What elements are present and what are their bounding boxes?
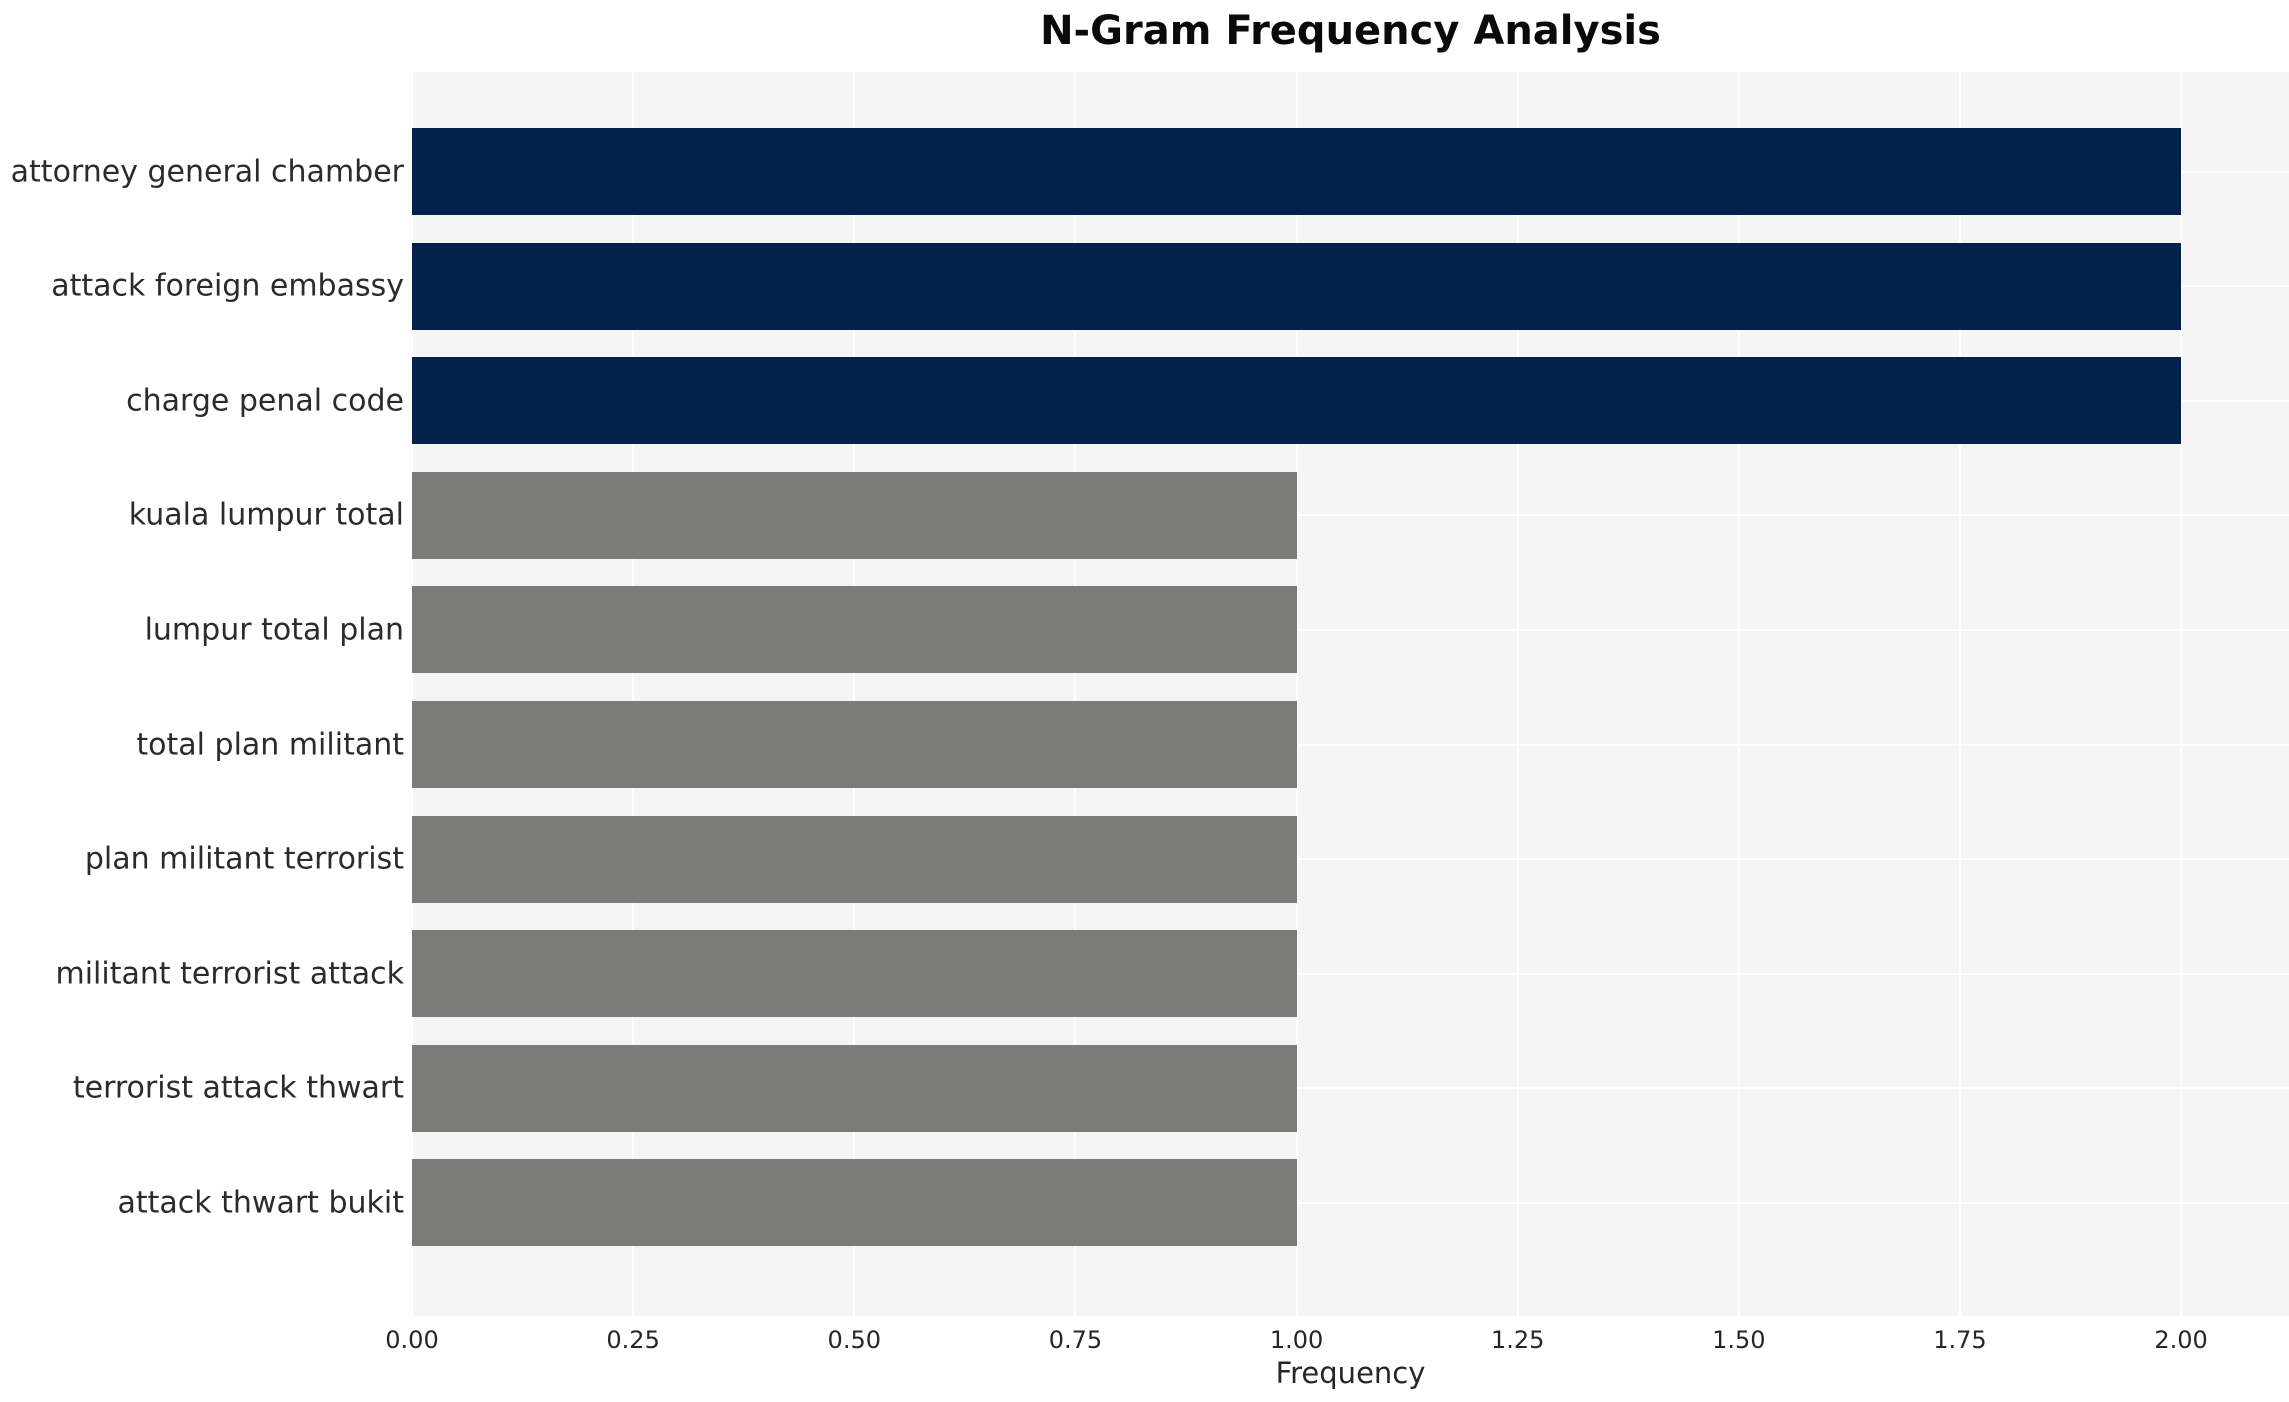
gridline-vertical <box>1295 72 1298 1316</box>
bar-attack-thwart-bukit <box>412 1159 1297 1247</box>
category-label: attack thwart bukit <box>117 1185 404 1221</box>
category-labels: attorney general chamber attack foreign e… <box>0 0 404 1402</box>
x-tick-label: 0.25 <box>606 1326 660 1354</box>
category-label: plan militant terrorist <box>84 841 404 877</box>
gridline-vertical <box>1516 72 1519 1316</box>
gridline-vertical <box>632 72 635 1316</box>
category-label: militant terrorist attack <box>55 956 404 992</box>
gridline-horizontal <box>412 743 2289 746</box>
plot-area <box>411 72 2289 1316</box>
category-label: terrorist attack thwart <box>72 1070 404 1106</box>
gridline-vertical <box>2180 72 2183 1316</box>
category-label: attorney general chamber <box>10 154 404 189</box>
gridline-vertical <box>1074 72 1077 1316</box>
x-tick-label: 1.50 <box>1712 1326 1766 1354</box>
bar-lumpur-total-plan <box>412 586 1297 674</box>
bar-militant-terrorist-attack <box>412 930 1297 1018</box>
category-label: total plan militant <box>136 727 404 762</box>
gridline-vertical <box>1737 72 1740 1316</box>
x-tick-label: 1.25 <box>1490 1326 1545 1354</box>
gridline-horizontal <box>412 514 2289 517</box>
gridline-horizontal <box>412 972 2289 975</box>
bar-terrorist-attack-thwart <box>412 1044 1297 1132</box>
bar-total-plan-militant <box>412 701 1297 788</box>
gridline-vertical <box>411 72 413 1316</box>
x-tick-label: 2.00 <box>2154 1326 2208 1354</box>
gridline-horizontal <box>412 1087 2289 1090</box>
category-label: kuala lumpur total <box>128 497 404 533</box>
x-tick-label: 0.00 <box>385 1326 439 1354</box>
x-axis-ticks: 0.00 0.25 0.50 0.75 1.00 1.25 1.50 1.75 2.00 <box>385 1326 2289 1358</box>
bar-kuala-lumpur-total <box>412 471 1297 559</box>
category-label: attack foreign embassy <box>51 268 404 304</box>
gridline-vertical <box>1958 72 1961 1316</box>
gridline-vertical <box>853 72 856 1316</box>
bar-plan-militant-terrorist <box>412 815 1297 903</box>
x-tick-label: 1.00 <box>1269 1326 1324 1354</box>
category-label: lumpur total plan <box>144 612 404 648</box>
chart-title: N-Gram Frequency Analysis <box>1040 8 1661 54</box>
bar-attack-foreign-embassy <box>412 242 2182 330</box>
bar-charge-penal-code <box>412 357 2182 445</box>
gridline-horizontal <box>412 1201 2289 1204</box>
gridline-horizontal <box>412 858 2289 861</box>
gridline-horizontal <box>412 628 2289 631</box>
bar-attorney-general-chamber <box>412 128 2182 215</box>
x-tick-label: 0.75 <box>1048 1326 1103 1354</box>
category-label: charge penal code <box>126 383 404 419</box>
x-axis-label: Frequency <box>1275 1356 1426 1390</box>
x-tick-label: 0.50 <box>827 1326 881 1354</box>
x-tick-label: 1.75 <box>1933 1326 1987 1354</box>
